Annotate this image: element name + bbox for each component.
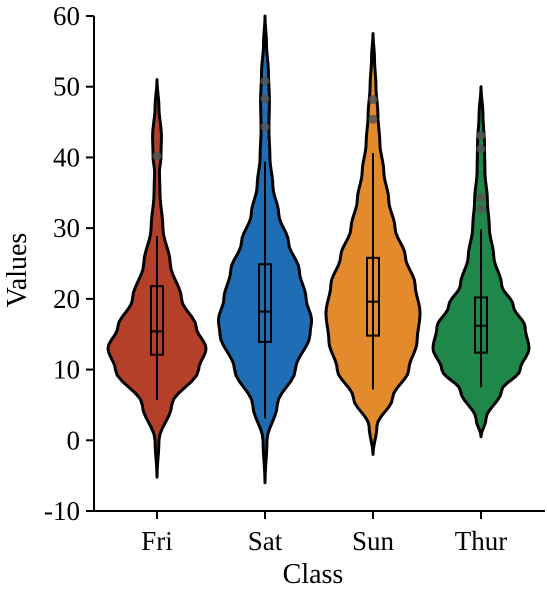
- x-axis-label: Class: [283, 559, 344, 590]
- outlier-point: [368, 114, 378, 124]
- iqr-box: [258, 263, 272, 343]
- x-tick-label: Sat: [248, 526, 283, 556]
- outlier-point: [260, 94, 270, 104]
- y-tick-label: 50: [53, 72, 80, 102]
- outlier-point: [476, 144, 486, 154]
- iqr-box: [150, 285, 164, 356]
- y-tick-label: 30: [53, 213, 80, 243]
- y-tick-label: 0: [67, 425, 81, 455]
- y-tick-label: 60: [53, 1, 80, 31]
- x-axis-ticks: Fri Sat Sun Thur: [141, 511, 507, 556]
- y-tick-label: 20: [53, 284, 80, 314]
- x-tick-label: Thur: [455, 526, 507, 556]
- y-tick-label: 40: [53, 142, 80, 172]
- violin-thur: [431, 85, 531, 439]
- violin-sat: [216, 14, 314, 485]
- x-tick-label: Fri: [141, 526, 173, 556]
- outlier-point: [476, 204, 486, 214]
- violin-fri: [106, 78, 208, 479]
- plot-area: [106, 14, 531, 485]
- outlier-point: [260, 122, 270, 132]
- outlier-point: [476, 193, 486, 203]
- violin-sun: [324, 32, 422, 456]
- y-axis-ticks: -10 0 10 20 30 40 50 60: [44, 1, 94, 526]
- y-tick-label: 10: [53, 355, 80, 385]
- y-axis-label: Values: [2, 233, 33, 308]
- iqr-box: [366, 256, 380, 337]
- outlier-point: [368, 94, 378, 104]
- x-tick-label: Sun: [352, 526, 395, 556]
- y-tick-label: -10: [44, 496, 80, 526]
- outlier-point: [476, 131, 486, 141]
- outlier-point: [260, 76, 270, 86]
- outlier-point: [152, 151, 162, 161]
